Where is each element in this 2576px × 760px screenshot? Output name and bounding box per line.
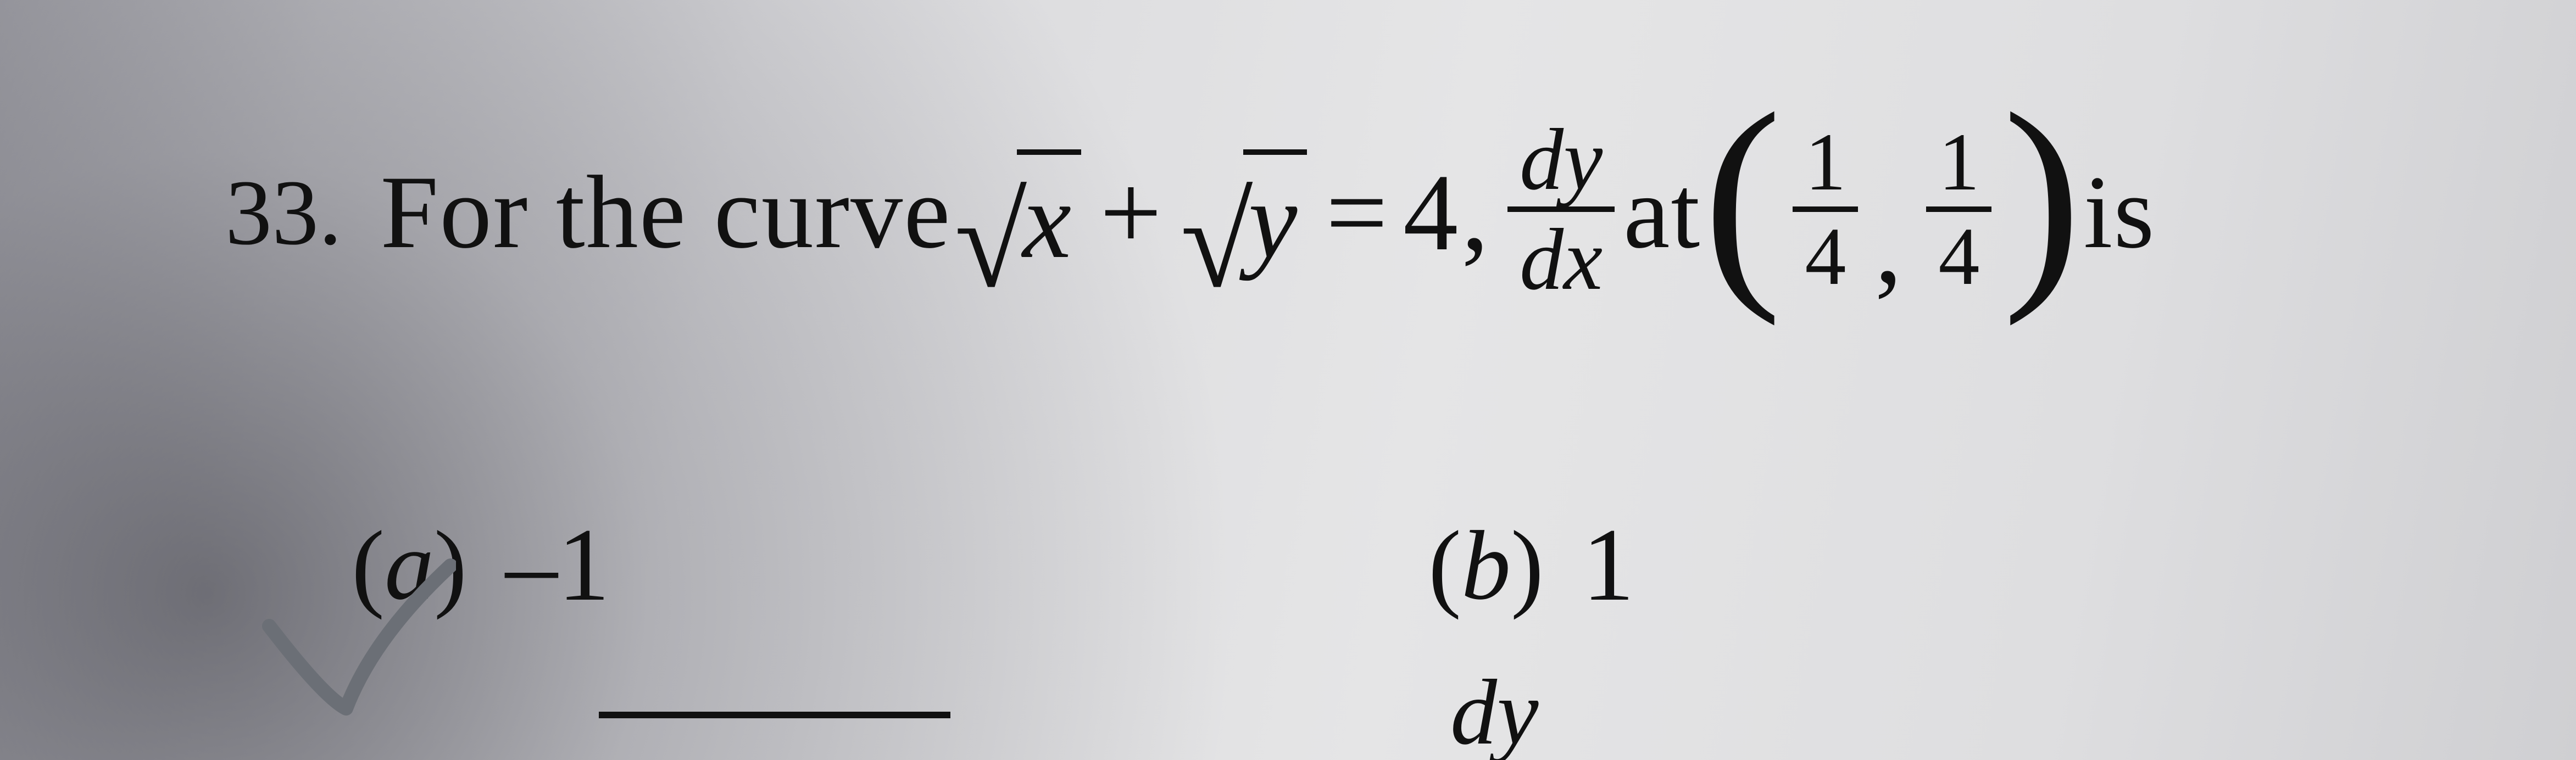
option-b-close-paren: )	[1511, 511, 1544, 620]
question-number: 33.	[225, 159, 342, 266]
point-x-fraction: 1 4	[1784, 118, 1867, 301]
equals-operator: =	[1310, 150, 1403, 276]
fraction-denom-dx: dx	[1507, 212, 1615, 306]
point-y-denom: 4	[1926, 212, 1991, 301]
option-a-open-paren: (	[352, 511, 385, 620]
option-b-value: 1	[1582, 505, 1634, 625]
option-a: (a) –1	[352, 505, 610, 625]
expr-trailing-comma: ,	[1458, 150, 1499, 276]
point-comma: ,	[1867, 183, 1917, 309]
point-pair: 1 4 , 1 4	[1784, 121, 2000, 304]
point-y-numer: 1	[1926, 118, 1991, 206]
sqrt-x: √ x	[952, 149, 1085, 276]
rhs-value: 4	[1403, 150, 1458, 276]
open-paren-icon: (	[1701, 131, 1784, 261]
at-text: at	[1623, 153, 1701, 272]
close-paren-icon: )	[2000, 131, 2083, 261]
option-a-close-paren: )	[434, 511, 467, 620]
sqrt-y: √ y	[1177, 149, 1311, 276]
fragment-dy-text: dy	[1450, 659, 1538, 760]
question-line: 33. For the curve √ x + √ y = 4 , dy dx …	[225, 115, 2155, 310]
option-a-letter: a	[385, 511, 434, 620]
radical-sign-icon: √	[1181, 199, 1253, 284]
dy-dx-fraction: dy dx	[1499, 112, 1623, 306]
radical-sign-icon: √	[955, 199, 1027, 284]
option-b-letter: b	[1461, 511, 1511, 620]
plus-operator: +	[1084, 150, 1177, 276]
point-x-denom: 4	[1793, 212, 1858, 301]
point-x-numer: 1	[1793, 118, 1858, 206]
option-a-label: (a)	[352, 508, 467, 622]
page-background: 33. For the curve √ x + √ y = 4 , dy dx …	[0, 0, 2576, 760]
question-lead-text: For the curve	[381, 153, 952, 272]
option-a-value: –1	[505, 505, 610, 625]
tail-text: is	[2084, 153, 2156, 272]
option-b-label: (b)	[1428, 508, 1544, 622]
fraction-numer-dy: dy	[1507, 112, 1615, 206]
point-y-fraction: 1 4	[1917, 118, 2000, 301]
fragment-overline	[599, 712, 950, 718]
option-b: (b) 1	[1428, 505, 1634, 625]
option-b-open-paren: (	[1428, 511, 1461, 620]
